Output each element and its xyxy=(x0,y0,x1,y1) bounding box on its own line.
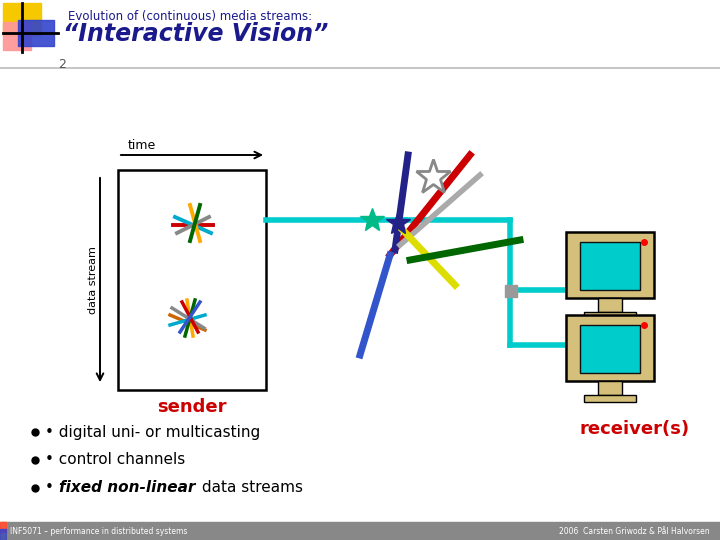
Text: receiver(s): receiver(s) xyxy=(580,420,690,438)
Text: 2: 2 xyxy=(58,58,66,71)
Bar xyxy=(584,395,636,402)
Bar xyxy=(0,522,720,540)
Text: Evolution of (continuous) media streams:: Evolution of (continuous) media streams: xyxy=(68,10,312,23)
Bar xyxy=(3,3,41,35)
Bar xyxy=(580,325,640,373)
Text: •: • xyxy=(45,481,59,496)
Bar xyxy=(580,242,640,290)
Text: sender: sender xyxy=(157,398,227,416)
Text: “Interactive Vision”: “Interactive Vision” xyxy=(63,22,328,46)
Bar xyxy=(0,522,6,540)
Text: 2006  Carsten Griwodz & Pål Halvorsen: 2006 Carsten Griwodz & Pål Halvorsen xyxy=(559,526,710,536)
Text: • control channels: • control channels xyxy=(45,453,185,468)
Bar xyxy=(598,298,622,312)
Bar xyxy=(566,232,654,298)
Text: • digital uni- or multicasting: • digital uni- or multicasting xyxy=(45,424,260,440)
Text: time: time xyxy=(128,139,156,152)
Bar xyxy=(0,522,6,532)
Text: data stream: data stream xyxy=(88,246,98,314)
Bar xyxy=(584,312,636,319)
Bar xyxy=(566,315,654,381)
Bar xyxy=(3,22,31,50)
Bar xyxy=(598,381,622,395)
Bar xyxy=(505,285,517,297)
Text: data streams: data streams xyxy=(197,481,303,496)
Bar xyxy=(118,170,266,390)
Text: fixed non-linear: fixed non-linear xyxy=(59,481,195,496)
Text: INF5071 – performance in distributed systems: INF5071 – performance in distributed sys… xyxy=(10,526,187,536)
Bar xyxy=(18,20,54,46)
Bar xyxy=(0,529,6,540)
